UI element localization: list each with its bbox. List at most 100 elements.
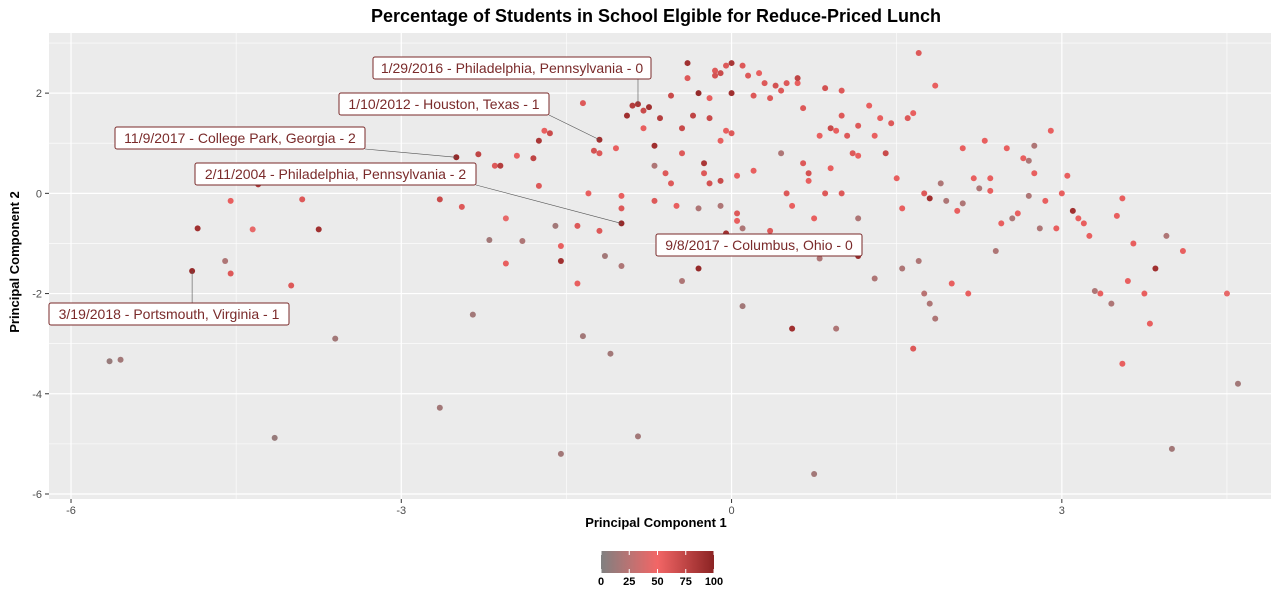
data-point — [778, 87, 785, 94]
data-point — [1009, 215, 1016, 222]
data-point — [1025, 192, 1032, 199]
data-point — [706, 115, 713, 122]
data-point — [640, 125, 647, 132]
data-point — [772, 82, 779, 89]
data-point — [745, 72, 752, 79]
data-point — [1047, 127, 1054, 134]
data-point — [535, 182, 542, 189]
data-point — [976, 185, 983, 192]
data-point — [838, 190, 845, 197]
data-point — [706, 180, 713, 187]
data-point — [1080, 220, 1087, 227]
annotation-box — [48, 302, 290, 326]
data-point — [855, 122, 862, 129]
data-point — [227, 270, 234, 277]
data-point — [513, 152, 520, 159]
data-point — [436, 404, 443, 411]
axis-ticks: -6 -3 0 3 -6 -4 -2 0 2 — [32, 88, 1065, 517]
data-point — [497, 162, 504, 169]
data-point — [117, 356, 124, 363]
data-point — [761, 80, 768, 87]
data-point — [1130, 240, 1137, 247]
data-point — [877, 115, 884, 122]
data-point — [519, 237, 526, 244]
data-point — [695, 265, 702, 272]
data-point — [981, 137, 988, 144]
data-point — [1113, 212, 1120, 219]
data-point — [783, 190, 790, 197]
data-point — [822, 85, 829, 92]
data-point — [684, 75, 691, 82]
data-point — [783, 80, 790, 87]
data-point — [469, 311, 476, 318]
data-point — [288, 282, 295, 289]
data-point — [1119, 195, 1126, 202]
data-point — [844, 132, 851, 139]
data-point — [954, 207, 961, 214]
data-point — [855, 215, 862, 222]
data-point — [651, 162, 658, 169]
data-point — [855, 152, 862, 159]
data-point — [838, 87, 845, 94]
x-axis-title: Principal Component 1 — [585, 515, 727, 530]
data-point — [601, 252, 608, 259]
data-point — [651, 197, 658, 204]
data-point — [789, 202, 796, 209]
data-points — [106, 50, 1241, 477]
data-point — [679, 278, 686, 285]
data-point — [816, 255, 823, 262]
data-point — [910, 110, 917, 117]
data-point — [888, 120, 895, 127]
data-point — [866, 102, 873, 109]
data-point — [767, 95, 774, 102]
data-point — [1031, 170, 1038, 177]
y-tick-label: 2 — [36, 88, 42, 100]
annotation-label: 3/19/2018 - Portsmouth, Virginia - 1 — [59, 306, 280, 322]
data-point — [1020, 155, 1027, 162]
data-point — [717, 177, 724, 184]
data-point — [612, 145, 619, 152]
x-tick-label: 3 — [1059, 505, 1065, 517]
annotation-box — [655, 233, 863, 257]
data-point — [739, 225, 746, 232]
data-point — [662, 170, 669, 177]
data-point — [557, 257, 564, 264]
data-point — [1223, 290, 1230, 297]
data-point — [965, 290, 972, 297]
y-axis-title: Principal Component 2 — [7, 191, 22, 333]
data-point — [712, 67, 719, 74]
x-tick-label: 0 — [728, 505, 734, 517]
data-point — [535, 137, 542, 144]
data-point — [932, 82, 939, 89]
data-point — [706, 95, 713, 102]
annotation-label: 1/29/2016 - Philadelphia, Pennsylvania -… — [381, 60, 644, 76]
data-point — [668, 180, 675, 187]
data-point — [712, 72, 719, 79]
data-point — [1141, 290, 1148, 297]
data-point — [640, 107, 647, 114]
data-point — [822, 190, 829, 197]
annotation-label: 11/9/2017 - College Park, Georgia - 2 — [124, 130, 356, 146]
data-point — [838, 112, 845, 119]
data-point — [701, 170, 708, 177]
data-point — [750, 167, 757, 174]
data-point — [800, 105, 807, 112]
colorbar-gradient — [601, 551, 714, 573]
data-point — [833, 127, 840, 134]
data-point — [833, 325, 840, 332]
data-point — [899, 205, 906, 212]
data-point — [491, 162, 498, 169]
data-point — [1179, 247, 1186, 254]
data-point — [1146, 320, 1153, 327]
data-point — [717, 137, 724, 144]
data-point — [502, 215, 509, 222]
annotation-connector — [548, 114, 600, 140]
data-point — [1025, 157, 1032, 164]
annotation-box — [338, 92, 550, 116]
annotation-box — [114, 126, 366, 150]
data-point — [679, 150, 686, 157]
data-point — [728, 90, 735, 97]
data-point — [695, 90, 702, 97]
data-point — [778, 150, 785, 157]
